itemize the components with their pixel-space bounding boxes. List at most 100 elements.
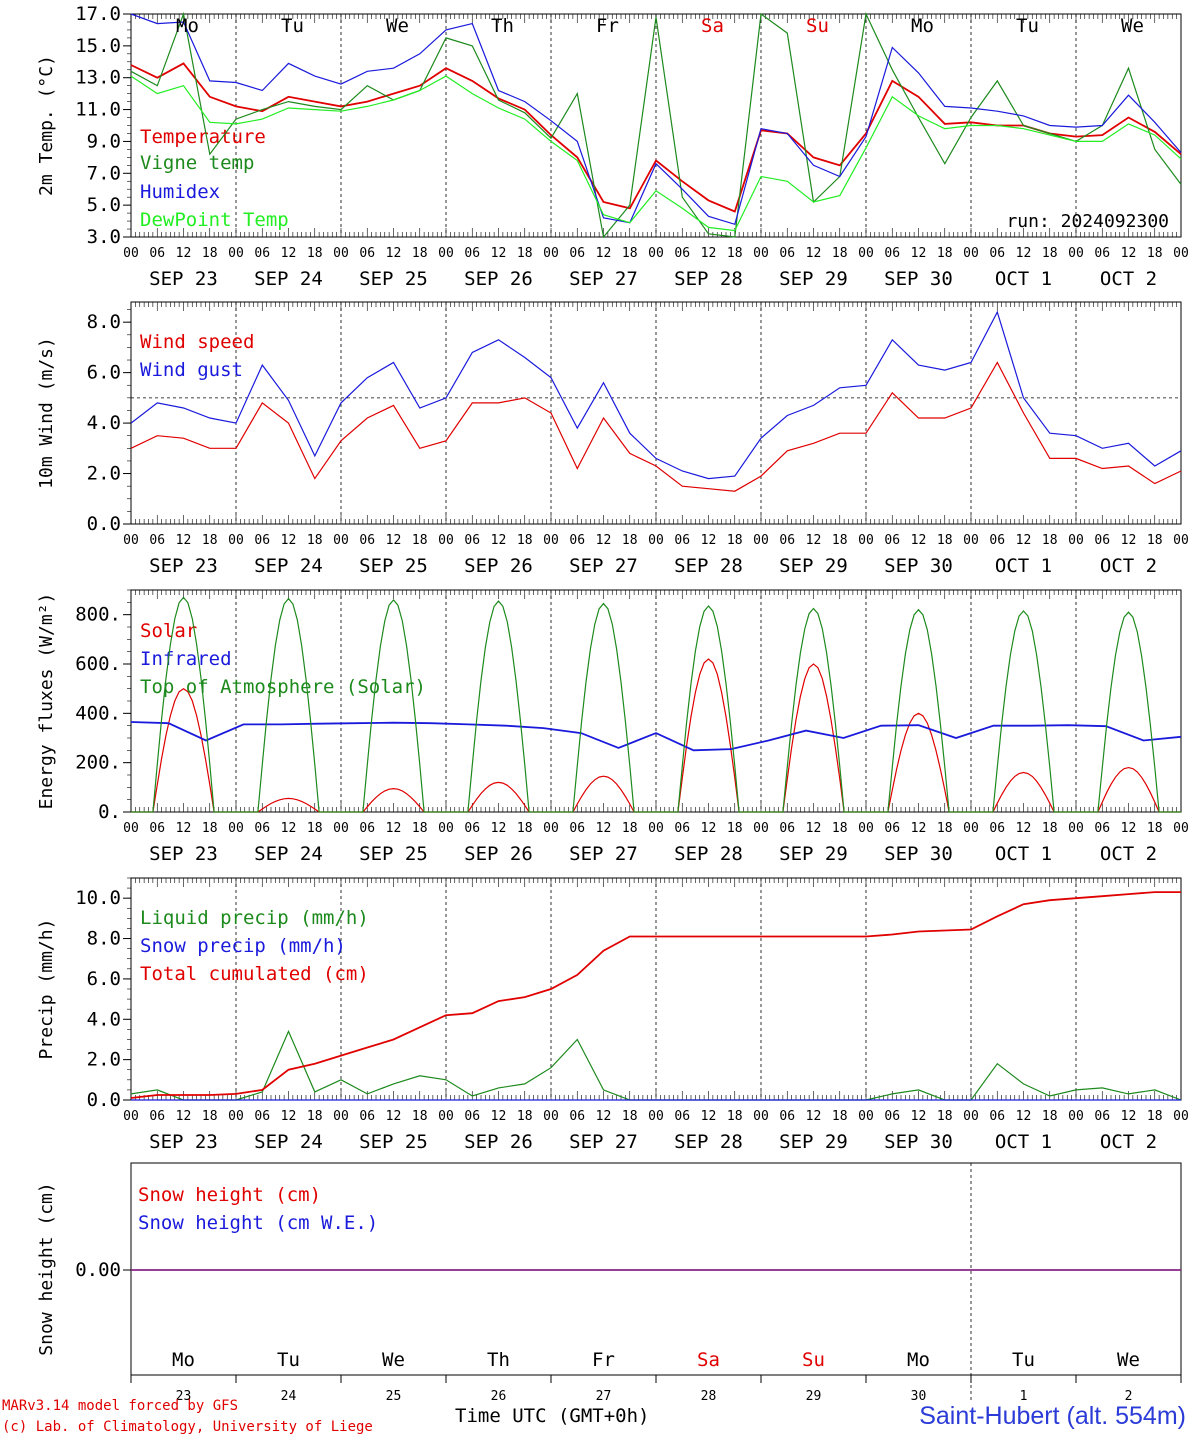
date-label: SEP 29 bbox=[779, 268, 848, 290]
day-name-label: Tu bbox=[277, 1349, 300, 1371]
y-axis-label: 10m Wind (m/s) bbox=[36, 337, 57, 489]
hour-tick-label: 06 bbox=[149, 1109, 165, 1124]
hour-tick-label: 06 bbox=[884, 533, 900, 548]
legend-entry: Top of Atmosphere (Solar) bbox=[140, 676, 426, 698]
hour-tick-label: 12 bbox=[386, 1109, 402, 1124]
hour-tick-label: 06 bbox=[359, 533, 375, 548]
hour-tick-label: 00 bbox=[858, 1109, 874, 1124]
day-name-label: Tu bbox=[1016, 15, 1039, 37]
hour-tick-label: 06 bbox=[989, 246, 1005, 261]
hour-tick-label: 12 bbox=[491, 821, 507, 836]
date-label: SEP 23 bbox=[149, 555, 218, 577]
hour-tick-label: 12 bbox=[386, 533, 402, 548]
hour-tick-label: 18 bbox=[1147, 246, 1163, 261]
y-axis-label: Precip (mm/h) bbox=[36, 919, 57, 1060]
hour-tick-label: 00 bbox=[543, 246, 559, 261]
hour-tick-label: 18 bbox=[202, 533, 218, 548]
date-label: SEP 28 bbox=[674, 268, 743, 290]
hour-tick-label: 12 bbox=[176, 533, 192, 548]
day-number-label: 23 bbox=[176, 1389, 192, 1404]
day-number-label: 27 bbox=[596, 1389, 612, 1404]
hour-tick-label: 18 bbox=[622, 246, 638, 261]
lab-credit: (c) Lab. of Climatology, University of L… bbox=[2, 1419, 373, 1435]
hour-tick-label: 00 bbox=[1068, 1109, 1084, 1124]
series-line bbox=[130, 11, 1182, 239]
hour-tick-label: 12 bbox=[806, 533, 822, 548]
hour-tick-label: 00 bbox=[858, 246, 874, 261]
hour-tick-label: 18 bbox=[937, 533, 953, 548]
date-label: OCT 1 bbox=[995, 1131, 1052, 1153]
hour-tick-label: 12 bbox=[281, 246, 297, 261]
date-label: SEP 26 bbox=[464, 843, 533, 865]
hour-tick-label: 00 bbox=[648, 1109, 664, 1124]
date-label: SEP 29 bbox=[779, 555, 848, 577]
series-line bbox=[130, 62, 1182, 213]
day-number-label: 2 bbox=[1125, 1389, 1133, 1404]
hour-tick-label: 06 bbox=[569, 533, 585, 548]
y-tick-label: 2.0 bbox=[87, 463, 121, 485]
hour-tick-label: 12 bbox=[911, 1109, 927, 1124]
date-label: SEP 25 bbox=[359, 1131, 428, 1153]
y-tick-label: 0.00 bbox=[75, 1259, 121, 1281]
hour-tick-label: 12 bbox=[701, 246, 717, 261]
hour-tick-label: 12 bbox=[596, 821, 612, 836]
date-label: SEP 30 bbox=[884, 268, 953, 290]
y-tick-label: 0.0 bbox=[87, 513, 121, 535]
legend-entry: Wind gust bbox=[140, 359, 243, 381]
hour-tick-label: 00 bbox=[438, 821, 454, 836]
hour-tick-label: 00 bbox=[123, 533, 139, 548]
hour-tick-label: 00 bbox=[1173, 246, 1189, 261]
hour-tick-label: 06 bbox=[1094, 246, 1110, 261]
hour-tick-label: 00 bbox=[123, 1109, 139, 1124]
y-tick-label: 4.0 bbox=[87, 1008, 121, 1030]
hour-tick-label: 18 bbox=[307, 533, 323, 548]
hour-tick-label: 12 bbox=[701, 1109, 717, 1124]
y-tick-label: 15.0 bbox=[75, 35, 121, 57]
hour-tick-label: 00 bbox=[543, 1109, 559, 1124]
date-label: SEP 24 bbox=[254, 268, 323, 290]
day-name-label: Tu bbox=[1012, 1349, 1035, 1371]
date-label: SEP 26 bbox=[464, 268, 533, 290]
hour-tick-label: 06 bbox=[884, 246, 900, 261]
hour-tick-label: 06 bbox=[149, 821, 165, 836]
hour-tick-label: 06 bbox=[779, 533, 795, 548]
day-name-label: We bbox=[382, 1349, 405, 1371]
y-axis-label: Energy fluxes (W/m²) bbox=[36, 593, 57, 810]
hour-tick-label: 06 bbox=[884, 1109, 900, 1124]
station-name: Saint-Hubert (alt. 554m) bbox=[919, 1402, 1186, 1430]
hour-tick-label: 18 bbox=[1042, 246, 1058, 261]
hour-tick-label: 06 bbox=[989, 1109, 1005, 1124]
day-name-label: Sa bbox=[697, 1349, 720, 1371]
hour-tick-label: 00 bbox=[963, 1109, 979, 1124]
hour-tick-label: 18 bbox=[937, 1109, 953, 1124]
hour-tick-label: 18 bbox=[937, 821, 953, 836]
hour-tick-label: 00 bbox=[648, 246, 664, 261]
hour-tick-label: 18 bbox=[202, 821, 218, 836]
temperature-panel: 3.0 5.0 7.0 9.0 11.0 13.0 15.0 17.0 2m Temp. (°C… bbox=[36, 3, 1189, 290]
hour-tick-label: 18 bbox=[202, 1109, 218, 1124]
day-number-label: 28 bbox=[701, 1389, 717, 1404]
date-label: SEP 28 bbox=[674, 1131, 743, 1153]
date-label: OCT 1 bbox=[995, 268, 1052, 290]
legend-entry: Vigne temp bbox=[140, 152, 254, 174]
hour-tick-label: 18 bbox=[832, 1109, 848, 1124]
hour-tick-label: 00 bbox=[333, 246, 349, 261]
date-label: SEP 24 bbox=[254, 1131, 323, 1153]
y-tick-label: 2.0 bbox=[87, 1049, 121, 1071]
hour-tick-label: 00 bbox=[963, 246, 979, 261]
hour-tick-label: 12 bbox=[806, 246, 822, 261]
series-line bbox=[130, 310, 1182, 480]
model-credit: MARv3.14 model forced by GFS bbox=[2, 1398, 239, 1414]
hour-tick-label: 18 bbox=[1147, 821, 1163, 836]
hour-tick-label: 00 bbox=[963, 821, 979, 836]
hour-tick-label: 12 bbox=[911, 533, 927, 548]
day-number-label: 29 bbox=[806, 1389, 822, 1404]
date-label: SEP 30 bbox=[884, 1131, 953, 1153]
y-tick-label: 8.0 bbox=[87, 928, 121, 950]
y-tick-label: 0.0 bbox=[87, 1089, 121, 1111]
day-name-label: We bbox=[386, 15, 409, 37]
precip-panel: 0.0 2.0 4.0 6.0 8.0 10.0 Precip (mm/h) 00 06 12 18… bbox=[36, 877, 1189, 1153]
legend-entry: Snow height (cm W.E.) bbox=[138, 1212, 378, 1234]
hour-tick-label: 06 bbox=[464, 1109, 480, 1124]
hour-tick-label: 12 bbox=[281, 821, 297, 836]
